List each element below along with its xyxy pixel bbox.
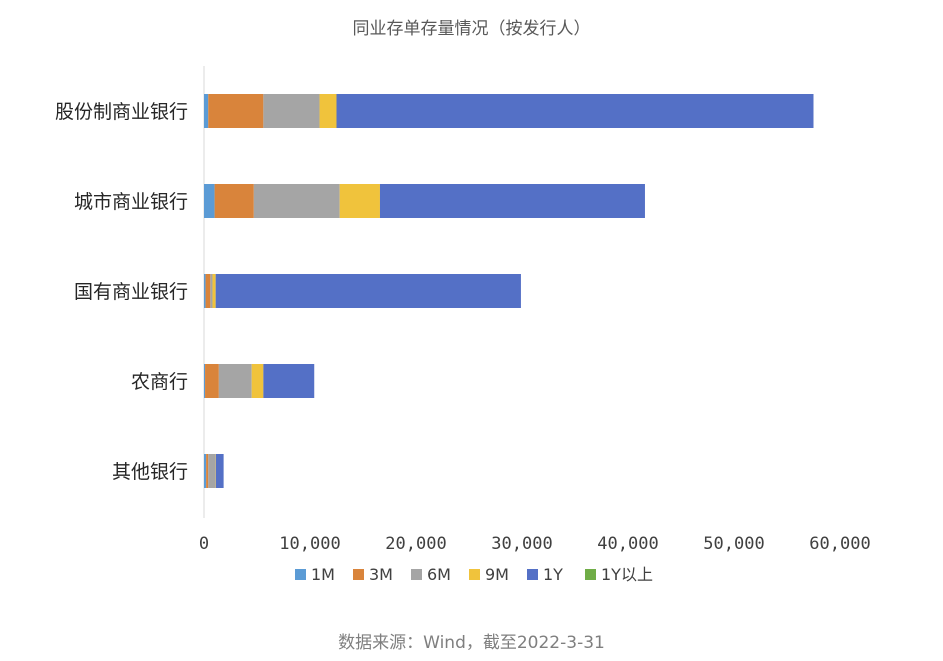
bar-segment-6M-3 (218, 364, 252, 398)
bar-segment-3M-3 (205, 364, 219, 398)
bar-segment-9M-4 (215, 454, 216, 488)
chart-title: 同业存单存量情况（按发行人） (352, 19, 591, 39)
bar-segment-1Y-4 (215, 454, 224, 488)
x-tick-labels: 0 10,000 20,000 30,000 40,000 50,000 60,000 (199, 534, 871, 554)
legend-label-9M: 9M (485, 565, 509, 584)
bar-segment-1M-1 (204, 184, 215, 218)
bar-segment-3M-4 (206, 454, 209, 488)
bar-segment-1Y-0 (336, 94, 814, 128)
source-note: 数据来源：Wind，截至2022-3-31 (338, 633, 605, 653)
legend-label-1Y以上: 1Y以上 (601, 565, 653, 584)
bar-segment-6M-1 (253, 184, 340, 218)
bar-segment-3M-2 (205, 274, 211, 308)
bar-segment-1Y-2 (215, 274, 521, 308)
legend: 1M 3M 6M 9M 1Y 1Y以上 (295, 565, 653, 584)
x-tick-label-1: 10,000 (279, 534, 340, 554)
legend-swatch-6M (411, 569, 422, 580)
bar-segment-9M-0 (319, 94, 337, 128)
bar-segment-1Y-1 (379, 184, 645, 218)
bar-segment-1M-2 (204, 274, 206, 308)
legend-swatch-1M (295, 569, 306, 580)
legend-label-3M: 3M (369, 565, 393, 584)
legend-swatch-1Y (527, 569, 538, 580)
bar-segment-1Y-3 (263, 364, 315, 398)
bar-segment-3M-0 (208, 94, 264, 128)
category-label-2: 国有商业银行 (74, 281, 188, 303)
bar-segment-6M-0 (263, 94, 320, 128)
category-label-4: 其他银行 (112, 461, 188, 483)
category-label-0: 股份制商业银行 (55, 101, 188, 123)
legend-swatch-9M (469, 569, 480, 580)
legend-swatch-1Y以上 (585, 569, 596, 580)
x-tick-label-6: 60,000 (809, 534, 870, 554)
bar-segment-6M-4 (208, 454, 216, 488)
x-tick-label-0: 0 (199, 534, 209, 554)
bar-segment-3M-1 (214, 184, 254, 218)
category-label-1: 城市商业银行 (74, 191, 188, 213)
plot-area (203, 66, 814, 518)
legend-label-6M: 6M (427, 565, 451, 584)
x-tick-label-5: 50,000 (703, 534, 764, 554)
x-tick-label-4: 40,000 (597, 534, 658, 554)
bar-segment-1M-3 (204, 364, 206, 398)
bar-segment-1M-4 (204, 454, 207, 488)
category-label-3: 农商行 (131, 371, 188, 393)
legend-swatch-3M (353, 569, 364, 580)
legend-label-1M: 1M (311, 565, 335, 584)
bar-segment-9M-1 (339, 184, 380, 218)
bar-segment-9M-2 (212, 274, 216, 308)
bar-segment-6M-2 (210, 274, 213, 308)
x-tick-label-2: 20,000 (385, 534, 446, 554)
bar-segment-9M-3 (251, 364, 264, 398)
x-tick-label-3: 30,000 (491, 534, 552, 554)
bar-segment-1M-0 (204, 94, 209, 128)
legend-label-1Y: 1Y (543, 565, 563, 584)
